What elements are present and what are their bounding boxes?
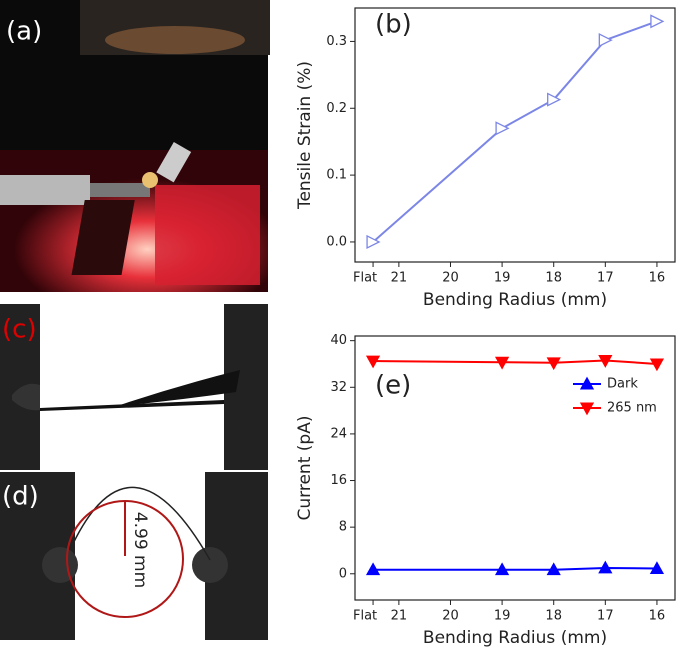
photo-c: (c) <box>0 304 268 470</box>
x-tick-label: 20 <box>442 609 459 624</box>
marker <box>598 33 613 48</box>
legend-label: Dark <box>607 377 638 392</box>
photo-a: (a) <box>0 0 270 292</box>
marker <box>598 560 613 574</box>
x-tick-label: 18 <box>545 271 562 286</box>
marker <box>579 376 595 390</box>
x-tick-label: Flat <box>353 609 377 624</box>
series-line <box>373 566 657 571</box>
marker <box>365 355 381 369</box>
series-line <box>372 20 658 243</box>
x-tick-label: 16 <box>649 609 666 624</box>
panel-label: (e) <box>375 371 411 401</box>
y-tick-label: 0.0 <box>326 234 347 249</box>
x-tick-label: 21 <box>391 609 408 624</box>
marker <box>650 14 665 29</box>
marker <box>366 234 381 249</box>
marker <box>649 358 665 372</box>
marker <box>495 121 510 136</box>
y-tick-label: 24 <box>330 426 347 441</box>
y-tick-label: 16 <box>330 473 347 488</box>
y-axis-label: Current (pA) <box>295 416 315 521</box>
plot-frame <box>354 7 676 263</box>
x-tick-label: 17 <box>597 271 614 286</box>
x-tick-label: Flat <box>353 271 377 286</box>
x-tick-label: 21 <box>391 271 408 286</box>
panel-label: (c) <box>2 315 37 345</box>
y-tick-label: 32 <box>330 380 347 395</box>
marker <box>365 562 381 576</box>
x-axis-label: Bending Radius (mm) <box>423 628 607 648</box>
panel-label: (b) <box>375 10 412 40</box>
y-tick-label: 0.2 <box>326 101 347 116</box>
x-tick-label: 18 <box>545 609 562 624</box>
panel-label: (d) <box>2 482 39 512</box>
x-tick-label: 19 <box>494 271 511 286</box>
panel-label: (a) <box>6 17 42 47</box>
x-tick-label: 19 <box>494 609 511 624</box>
marker <box>494 562 510 576</box>
series-line <box>373 359 658 365</box>
x-tick-label: 20 <box>442 271 459 286</box>
x-tick-label: 16 <box>649 271 666 286</box>
y-tick-label: 0.3 <box>326 34 347 49</box>
y-tick-label: 0.1 <box>326 168 347 183</box>
marker <box>598 355 613 368</box>
y-tick-label: 8 <box>339 520 347 535</box>
plot-frame <box>354 335 676 601</box>
marker <box>546 562 561 576</box>
legend-label: 265 nm <box>607 401 657 416</box>
scale-label: 4.99 mm <box>130 512 150 588</box>
marker <box>547 92 562 107</box>
marker <box>494 356 510 370</box>
x-tick-label: 17 <box>597 609 614 624</box>
marker <box>579 402 595 416</box>
y-axis-label: Tensile Strain (%) <box>295 61 315 210</box>
y-tick-label: 0 <box>339 566 347 581</box>
photo-d: 4.99 mm (d) <box>0 472 268 640</box>
marker <box>649 561 665 574</box>
y-tick-label: 40 <box>330 333 347 348</box>
x-axis-label: Bending Radius (mm) <box>423 290 607 310</box>
marker <box>546 357 561 371</box>
